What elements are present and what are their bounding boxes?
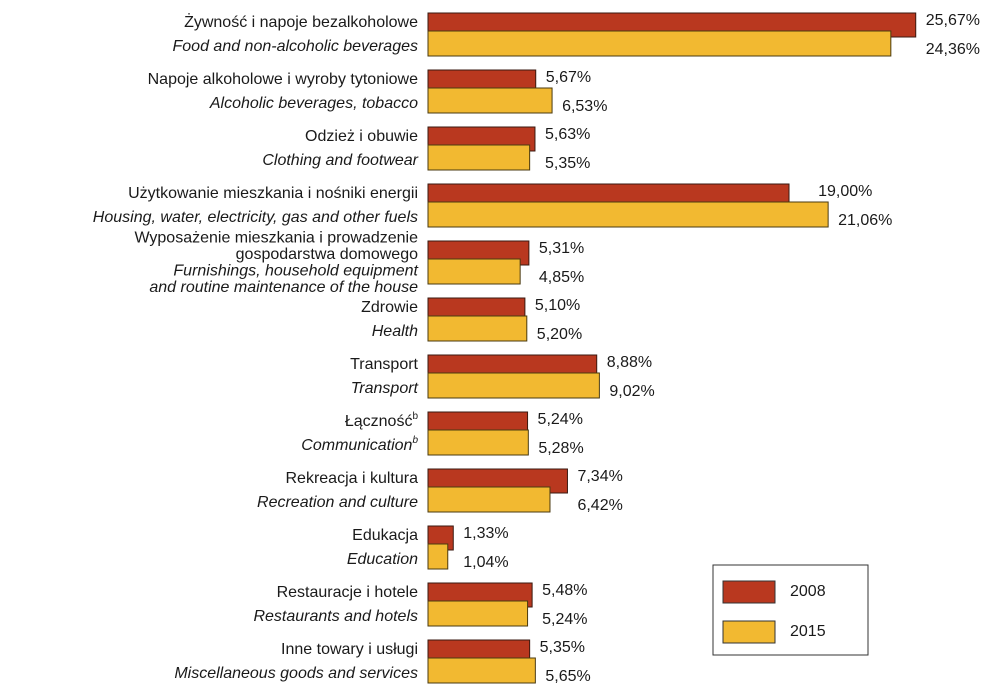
category-label: Alcoholic beverages, tobacco [209, 95, 418, 112]
category-label: Transport [350, 356, 418, 373]
category-label: Health [372, 323, 418, 340]
category-label-text: Alcoholic beverages, tobacco [209, 95, 418, 112]
bar [427, 201, 829, 228]
legend-swatch [722, 580, 776, 604]
category-label: Użytkowanie mieszkania i nośniki energii [128, 185, 418, 202]
category-label: Restauracje i hotele [277, 584, 419, 601]
value-label: 9,02% [609, 383, 654, 400]
value-label: 21,06% [838, 212, 892, 229]
category-label-text: Restauracje i hotele [277, 584, 419, 601]
footnote-mark: b [412, 411, 418, 422]
category-label: Napoje alkoholowe i wyroby tytoniowe [148, 71, 418, 88]
value-label: 25,67% [926, 12, 980, 29]
value-label: 1,33% [463, 525, 508, 542]
category-label-text: Miscellaneous goods and services [174, 665, 418, 682]
legend-swatch [722, 620, 776, 644]
value-label: 5,10% [535, 297, 580, 314]
category-label: and routine maintenance of the house [149, 279, 418, 296]
category-label: Rekreacja i kultura [286, 470, 419, 487]
category-label-text: Inne towary i usługi [281, 641, 418, 658]
category-label-text: Zdrowie [361, 299, 418, 316]
category-label-text: Furnishings, household equipment [173, 262, 418, 279]
category-label-text: Communication [301, 437, 412, 454]
bar [427, 144, 531, 171]
footnote-mark: b [412, 435, 418, 446]
category-label: Restaurants and hotels [253, 608, 418, 625]
category-label-text: Clothing and footwear [262, 152, 418, 169]
category-label: Clothing and footwear [262, 152, 418, 169]
value-label: 5,28% [538, 440, 583, 457]
bar [427, 486, 551, 513]
bar [427, 600, 529, 627]
value-label: 7,34% [577, 468, 622, 485]
category-label-text: Łączność [345, 413, 413, 430]
category-label-text: Transport [351, 380, 419, 397]
value-label: 6,53% [562, 98, 607, 115]
category-label-text: Housing, water, electricity, gas and oth… [93, 209, 418, 226]
category-label: Food and non-alcoholic beverages [173, 38, 419, 55]
bar [427, 87, 553, 114]
category-label: Edukacja [352, 527, 418, 544]
category-label: Communicationb [301, 435, 418, 454]
bar [427, 30, 892, 57]
category-label: Education [347, 551, 418, 568]
bar [427, 315, 528, 342]
category-label-text: Użytkowanie mieszkania i nośniki energii [128, 185, 418, 202]
bar [427, 429, 529, 456]
category-label-text: Restaurants and hotels [253, 608, 418, 625]
category-label: Housing, water, electricity, gas and oth… [93, 209, 418, 226]
value-label: 5,31% [539, 240, 584, 257]
value-label: 5,35% [545, 155, 590, 172]
category-label: Łącznośćb [345, 411, 419, 430]
legend-label: 2008 [790, 583, 826, 600]
category-label-text: Education [347, 551, 418, 568]
value-label: 6,42% [577, 497, 622, 514]
category-label: Żywność i napoje bezalkoholowe [184, 12, 418, 31]
category-label-text: Health [372, 323, 418, 340]
value-label: 24,36% [926, 41, 980, 58]
value-label: 5,24% [542, 611, 587, 628]
category-label-text: gospodarstwa domowego [236, 246, 418, 263]
value-label: 5,24% [538, 411, 583, 428]
category-label-text: Rekreacja i kultura [286, 470, 419, 487]
bar [427, 543, 449, 570]
value-label: 8,88% [607, 354, 652, 371]
category-label: gospodarstwa domowego [236, 246, 418, 263]
category-label-text: Edukacja [352, 527, 418, 544]
category-label-text: Napoje alkoholowe i wyroby tytoniowe [148, 71, 418, 88]
bar [427, 372, 600, 399]
value-label: 1,04% [463, 554, 508, 571]
category-label-text: Recreation and culture [257, 494, 418, 511]
category-label-text: and routine maintenance of the house [149, 279, 418, 296]
bar [427, 657, 536, 684]
value-label: 5,65% [545, 668, 590, 685]
value-label: 5,35% [540, 639, 585, 656]
category-label-text: Transport [350, 356, 418, 373]
value-label: 5,63% [545, 126, 590, 143]
category-label: Transport [351, 380, 419, 397]
category-label-text: Żywność i napoje bezalkoholowe [184, 12, 418, 31]
category-label: Miscellaneous goods and services [174, 665, 418, 682]
value-label: 5,48% [542, 582, 587, 599]
category-label: Recreation and culture [257, 494, 418, 511]
bar [427, 258, 521, 285]
category-label-text: Odzież i obuwie [305, 128, 418, 145]
legend-label: 2015 [790, 623, 826, 640]
category-label: Odzież i obuwie [305, 128, 418, 145]
value-label: 4,85% [539, 269, 584, 286]
category-label: Inne towary i usługi [281, 641, 418, 658]
category-label-text: Food and non-alcoholic beverages [173, 38, 419, 55]
category-label-text: Wyposażenie mieszkania i prowadzenie [134, 229, 418, 246]
category-label: Zdrowie [361, 299, 418, 316]
value-label: 19,00% [818, 183, 872, 200]
value-label: 5,20% [537, 326, 582, 343]
category-label: Furnishings, household equipment [173, 262, 418, 279]
value-label: 5,67% [546, 69, 591, 86]
category-label: Wyposażenie mieszkania i prowadzenie [134, 229, 418, 246]
